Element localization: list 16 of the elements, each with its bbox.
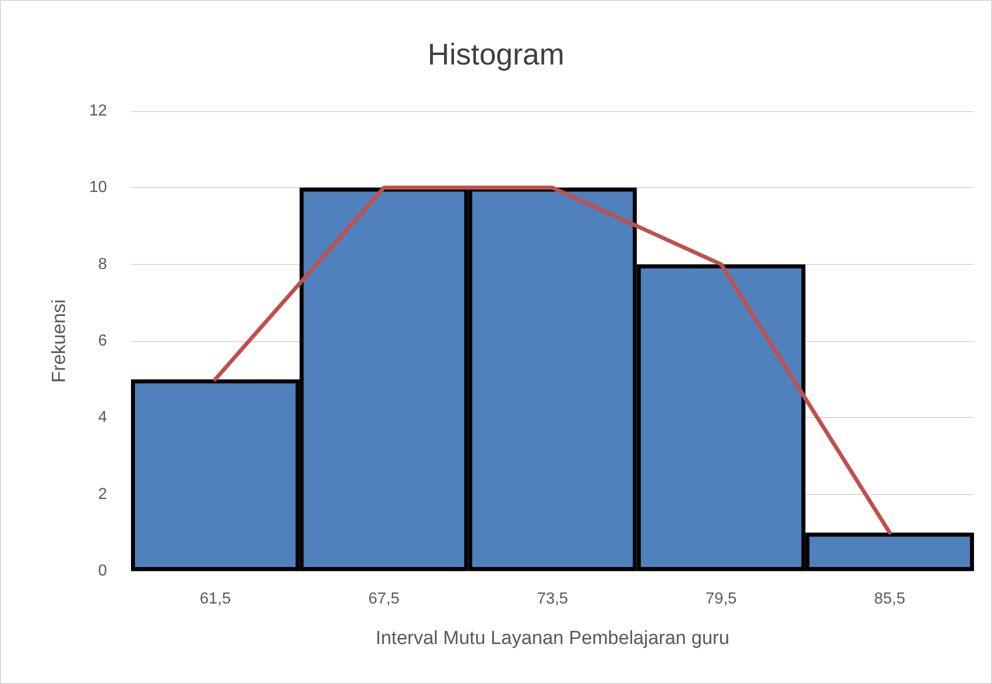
- y-tick-label: 6: [98, 332, 108, 350]
- y-tick-label: 10: [89, 179, 108, 196]
- chart-title: Histogram: [428, 38, 564, 72]
- y-tick-label: 4: [98, 409, 108, 426]
- x-tick-label: 73,5: [536, 590, 568, 608]
- y-tick-label: 8: [98, 256, 108, 273]
- x-tick-label: 67,5: [368, 590, 400, 608]
- y-tick-label: 0: [98, 562, 108, 580]
- y-tick-label: 2: [98, 486, 108, 503]
- y-axis-title: Frekuensi: [49, 299, 70, 383]
- x-tick-label: 61,5: [200, 590, 231, 608]
- y-tick-label: 12: [89, 102, 108, 120]
- x-tick-label: 85,5: [874, 590, 906, 608]
- x-axis-title: Interval Mutu Layanan Pembelajaran guru: [376, 628, 730, 649]
- x-tick-label: 79,5: [706, 590, 737, 608]
- line-series: [213, 186, 892, 535]
